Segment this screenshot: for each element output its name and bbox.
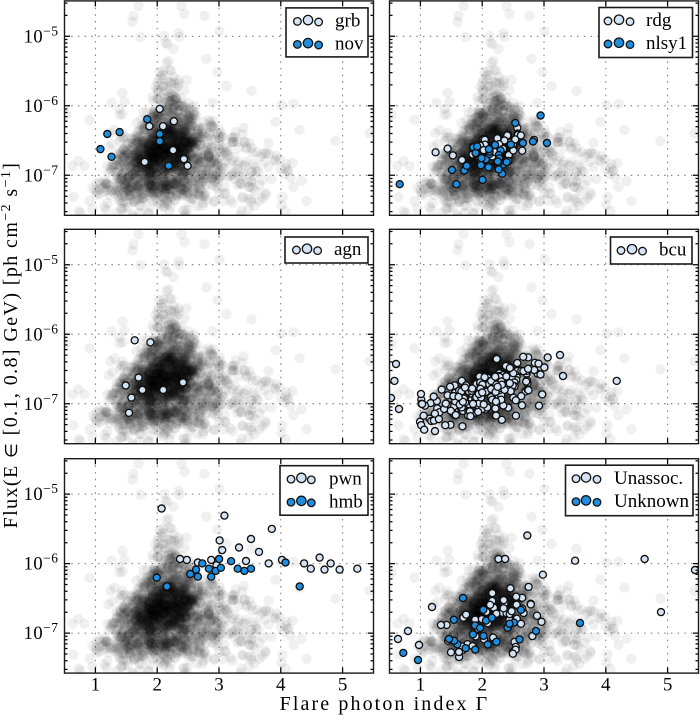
svg-text:rdg: rdg [646,10,672,31]
svg-text:Flare photon index Γ: Flare photon index Γ [280,693,490,715]
svg-text:Unassoc.: Unassoc. [614,468,683,489]
svg-text:2: 2 [152,675,162,696]
svg-text:10−7: 10−7 [24,162,59,186]
svg-text:4: 4 [276,675,286,696]
svg-text:5: 5 [338,675,348,696]
svg-text:10−7: 10−7 [24,620,59,644]
svg-text:Flux(E ∈ [0.1, 0.8] GeV) [ph c: Flux(E ∈ [0.1, 0.8] GeV) [ph cm−2 s−1] [0,162,22,529]
svg-text:10−6: 10−6 [24,321,59,345]
svg-text:grb: grb [335,11,360,32]
svg-text:3: 3 [539,675,549,696]
svg-text:5: 5 [663,675,673,696]
svg-text:nov: nov [335,34,364,55]
svg-text:4: 4 [601,675,611,696]
svg-text:agn: agn [334,239,362,260]
svg-text:pwn: pwn [329,468,362,489]
svg-text:3: 3 [214,675,224,696]
svg-text:nlsy1: nlsy1 [646,33,687,54]
svg-text:1: 1 [91,675,101,696]
svg-text:10−6: 10−6 [24,93,59,117]
svg-text:10−5: 10−5 [24,23,59,47]
svg-text:Unknown: Unknown [614,491,689,512]
svg-text:bcu: bcu [659,240,687,261]
svg-text:10−7: 10−7 [24,391,59,415]
svg-text:10−5: 10−5 [24,252,59,276]
svg-text:hmb: hmb [329,491,363,512]
svg-text:10−5: 10−5 [24,481,59,505]
svg-text:1: 1 [416,675,426,696]
svg-text:10−6: 10−6 [24,551,59,575]
svg-text:2: 2 [477,675,487,696]
